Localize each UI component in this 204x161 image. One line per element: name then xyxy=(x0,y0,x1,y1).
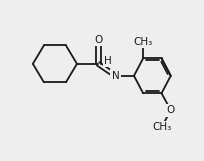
Text: CH₃: CH₃ xyxy=(134,37,153,47)
Text: O: O xyxy=(94,35,102,45)
Text: CH₃: CH₃ xyxy=(152,122,171,132)
Text: N: N xyxy=(112,71,120,81)
Text: H: H xyxy=(104,56,112,66)
Text: O: O xyxy=(167,105,175,115)
